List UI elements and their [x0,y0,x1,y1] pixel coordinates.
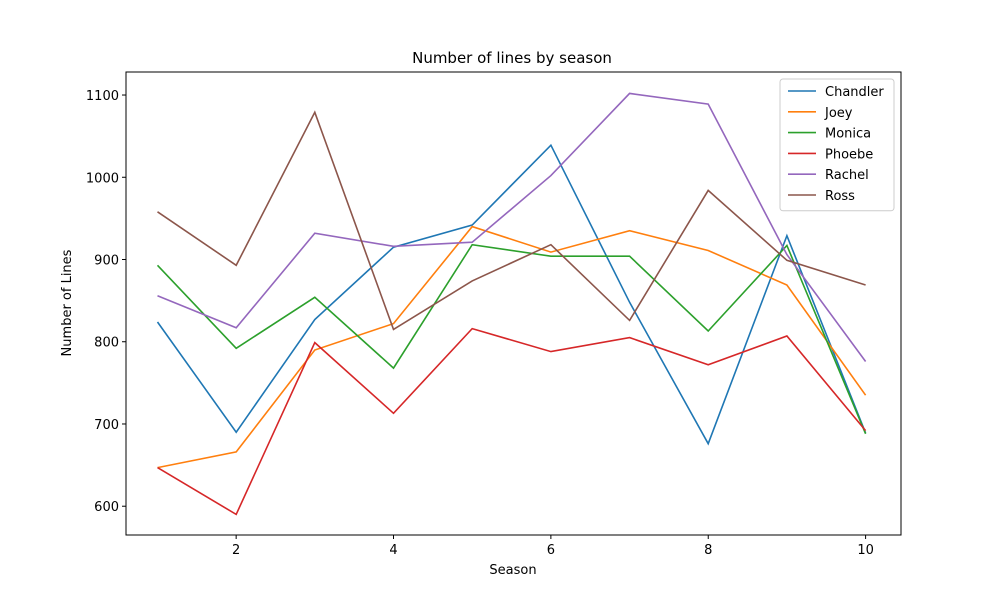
x-tick-label: 2 [232,543,240,558]
y-tick-label: 800 [94,336,119,351]
x-tick-label: 10 [857,543,874,558]
series-line-monica [156,243,867,435]
series-line-phoebe [157,327,867,516]
legend-label-rachel: Rachel [825,168,869,183]
y-tick-label: 700 [94,418,119,433]
y-axis: 600 700 800 900 1000 1100 [86,89,126,515]
series-line-rachel [157,92,867,362]
legend-label-chandler: Chandler [825,85,884,100]
x-tick-label: 8 [704,543,712,558]
legend-label-joey: Joey [824,106,853,121]
x-tick-label: 4 [389,543,397,558]
x-tick-label: 6 [547,543,555,558]
y-tick-label: 900 [94,254,119,269]
legend: Chandler Joey Monica Phoebe Rachel Ross [779,78,895,212]
chart-title: Number of lines by season [412,49,612,67]
legend-label-phoebe: Phoebe [825,147,873,162]
series-line-chandler [156,143,867,446]
y-tick-label: 600 [94,500,119,515]
y-tick-label: 1000 [86,171,119,186]
plot-frame [125,71,902,536]
x-axis-label: Season [489,563,536,578]
series-line-joey [157,225,867,469]
y-axis-label: Number of Lines [60,249,75,356]
plot-lines [156,92,867,516]
x-axis: 2 4 6 8 10 [232,535,874,558]
series-line-ross [157,110,866,331]
legend-label-ross: Ross [825,189,855,204]
legend-label-monica: Monica [825,127,871,142]
y-tick-label: 1100 [86,89,119,104]
